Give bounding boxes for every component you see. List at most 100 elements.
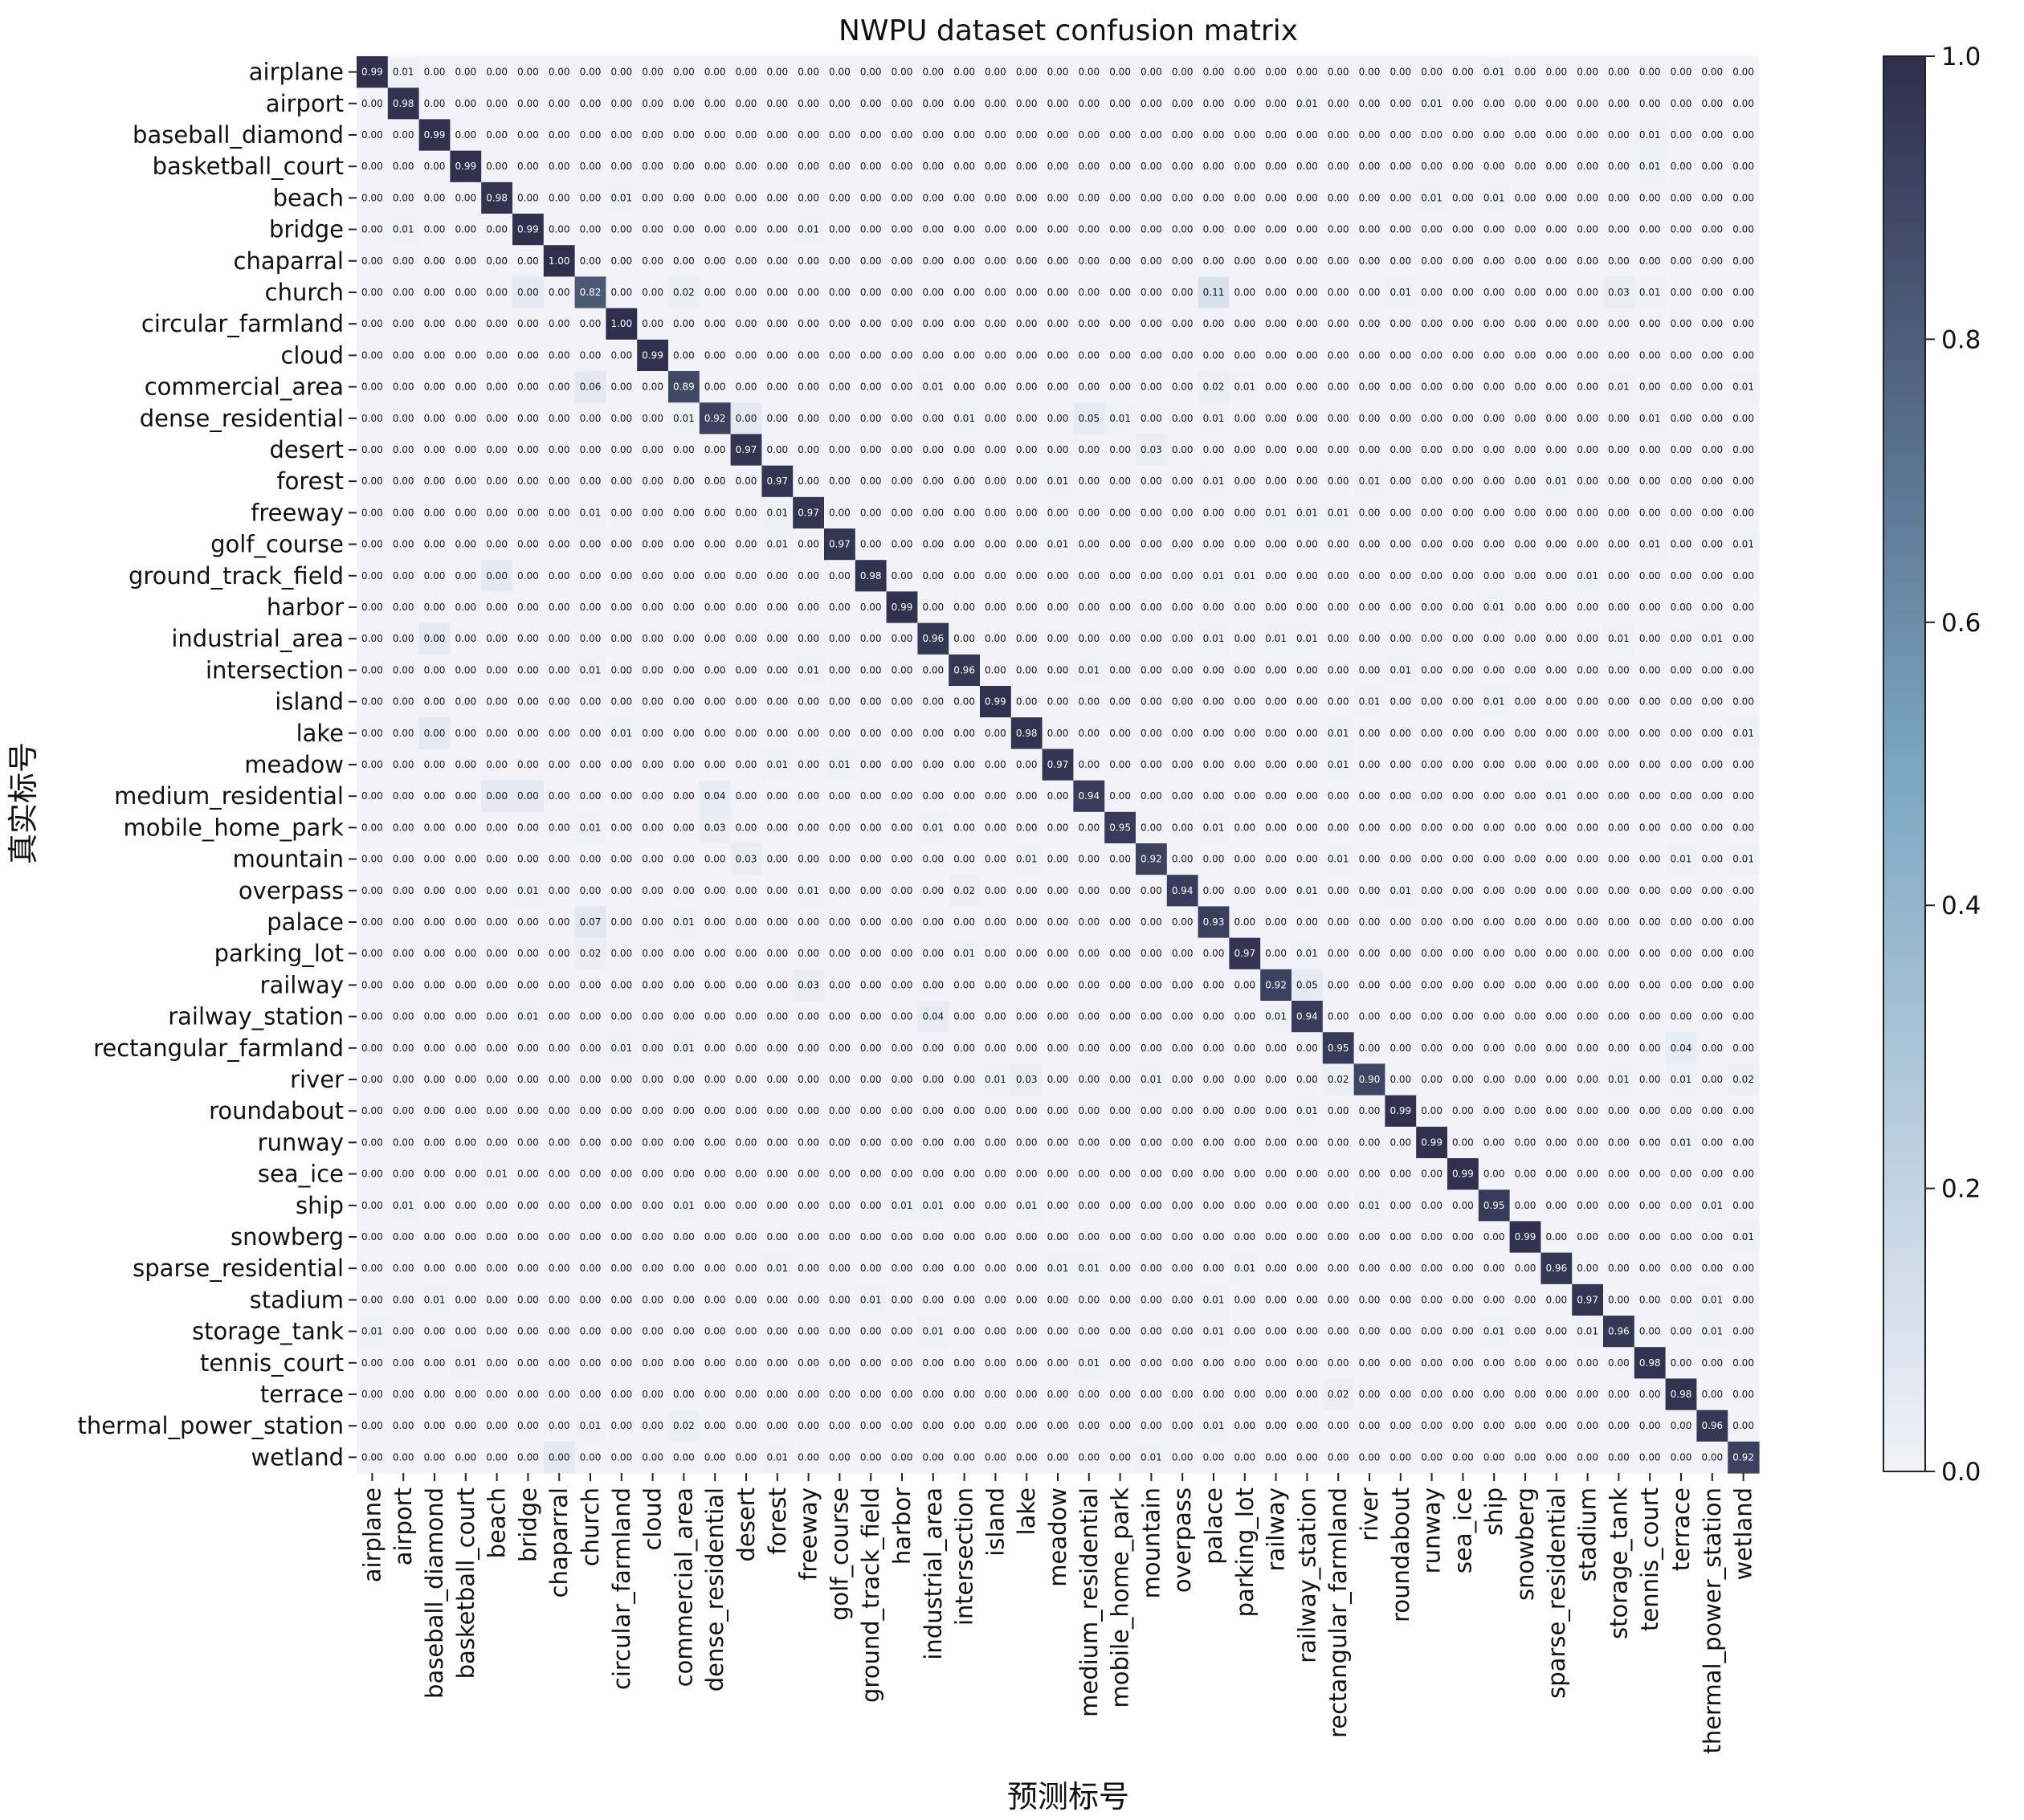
cell-value-label: 0.00 [1701,728,1723,739]
cell-value-label: 0.00 [642,948,663,959]
cell-value-label: 0.00 [1639,1420,1661,1431]
cell-value-label: 0.00 [798,444,819,455]
cell-value-label: 0.00 [1545,507,1567,518]
y-tick-label: thermal_power_station [77,1412,344,1439]
cell-value-label: 0.00 [829,664,851,675]
cell-value-label: 0.04 [1671,1043,1692,1054]
cell-value-label: 0.00 [1016,1011,1038,1022]
cell-value-label: 0.01 [424,1294,446,1305]
cell-value-label: 0.00 [1608,790,1630,802]
cell-value-label: 0.00 [985,1451,1006,1463]
cell-value-label: 0.00 [1203,98,1225,109]
cell-value-label: 0.00 [1109,1326,1131,1337]
heatmap-cell [1104,56,1136,88]
cell-value-label: 0.00 [517,255,539,267]
cell-value-label: 0.00 [1671,1294,1692,1305]
cell-value-label: 0.00 [1047,633,1069,644]
cell-value-label: 0.00 [892,916,913,928]
cell-value-label: 0.00 [455,413,476,424]
cell-value-label: 0.00 [1296,192,1318,203]
cell-value-label: 0.00 [424,1389,446,1400]
cell-value-label: 0.00 [673,192,695,203]
chart-title: NWPU dataset confusion matrix [839,14,1298,47]
cell-value-label: 0.00 [1296,1074,1318,1085]
cell-value-label: 0.00 [1203,67,1225,78]
cell-value-label: 0.00 [1701,539,1723,550]
cell-value-label: 0.00 [1328,287,1349,298]
x-tick-label: chaparral [545,1487,573,1598]
cell-value-label: 0.01 [1109,413,1131,424]
cell-value-label: 0.00 [393,1294,414,1305]
cell-value-label: 0.00 [1515,255,1536,267]
heatmap-cell [1260,182,1292,214]
cell-value-label: 0.00 [486,444,508,455]
heatmap-cell [855,150,888,183]
cell-value-label: 0.00 [1172,1326,1194,1337]
cell-value-label: 0.00 [517,1043,539,1054]
heatmap-cell [450,88,482,120]
cell-value-label: 0.00 [860,539,882,550]
cell-value-label: 0.00 [393,413,414,424]
cell-value-label: 0.00 [892,633,913,644]
cell-value-label: 0.00 [1141,790,1162,802]
cell-value-label: 0.00 [1515,854,1536,865]
cell-value-label: 0.00 [393,979,414,990]
cell-value-label: 0.00 [922,696,944,708]
cell-value-label: 0.00 [953,1389,975,1400]
heatmap-cell [668,214,700,246]
cell-value-label: 0.01 [1328,759,1349,770]
heatmap-cell [917,56,949,88]
cell-value-label: 0.00 [1608,129,1630,141]
cell-value-label: 0.00 [953,98,975,109]
heatmap-cell [1728,150,1760,183]
cell-value-label: 0.00 [860,854,882,865]
heatmap-cell [761,56,794,88]
cell-value-label: 0.00 [953,192,975,203]
heatmap-cell [1540,88,1573,120]
cell-value-label: 0.00 [1639,1136,1661,1148]
cell-value-label: 0.00 [829,67,851,78]
heatmap-cell [980,150,1012,183]
cell-value-label: 0.00 [1172,507,1194,518]
cell-value-label: 0.00 [1421,1011,1443,1022]
cell-value-label: 0.00 [1078,633,1100,644]
cell-value-label: 0.00 [1732,822,1754,833]
cell-value-label: 0.98 [1671,1389,1692,1400]
cell-value-label: 0.00 [610,1231,632,1243]
cell-value-label: 0.00 [1452,349,1474,361]
cell-value-label: 0.00 [704,224,726,235]
cell-value-label: 0.00 [1141,948,1162,959]
cell-value-label: 0.00 [1452,67,1474,78]
cell-value-label: 0.05 [1296,979,1318,990]
cell-value-label: 0.00 [1141,664,1162,675]
cell-value-label: 0.00 [1732,129,1754,141]
cell-value-label: 0.00 [1016,349,1038,361]
cell-value-label: 0.00 [985,1011,1006,1022]
cell-value-label: 0.00 [860,1074,882,1085]
y-tick-label: runway [258,1128,344,1156]
cell-value-label: 0.00 [1328,1011,1349,1022]
cell-value-label: 0.00 [1389,1074,1411,1085]
heatmap-cell [1603,182,1635,214]
cell-value-label: 0.00 [736,1294,757,1305]
cell-value-label: 0.00 [1515,602,1536,613]
y-axis-label: 真实标号 [6,742,41,864]
cell-value-label: 0.00 [1234,507,1255,518]
heatmap-cell [387,182,420,214]
cell-value-label: 0.00 [1016,129,1038,141]
heatmap-cell [450,56,482,88]
heatmap-cell [824,119,856,152]
cell-value-label: 0.00 [517,633,539,644]
cell-value-label: 0.01 [860,1294,882,1305]
cell-value-label: 0.00 [1109,602,1131,613]
cell-value-label: 0.00 [1203,979,1225,990]
cell-value-label: 0.00 [1359,1420,1381,1431]
cell-value-label: 0.05 [1078,413,1100,424]
cell-value-label: 0.00 [1109,1357,1131,1369]
cell-value-label: 0.00 [455,444,476,455]
colorbar-tick-label: 0.0 [1941,1458,1981,1487]
cell-value-label: 0.98 [486,192,508,203]
heatmap-cell [1447,88,1479,120]
heatmap-cell [793,119,825,152]
cell-value-label: 0.92 [1265,979,1287,990]
